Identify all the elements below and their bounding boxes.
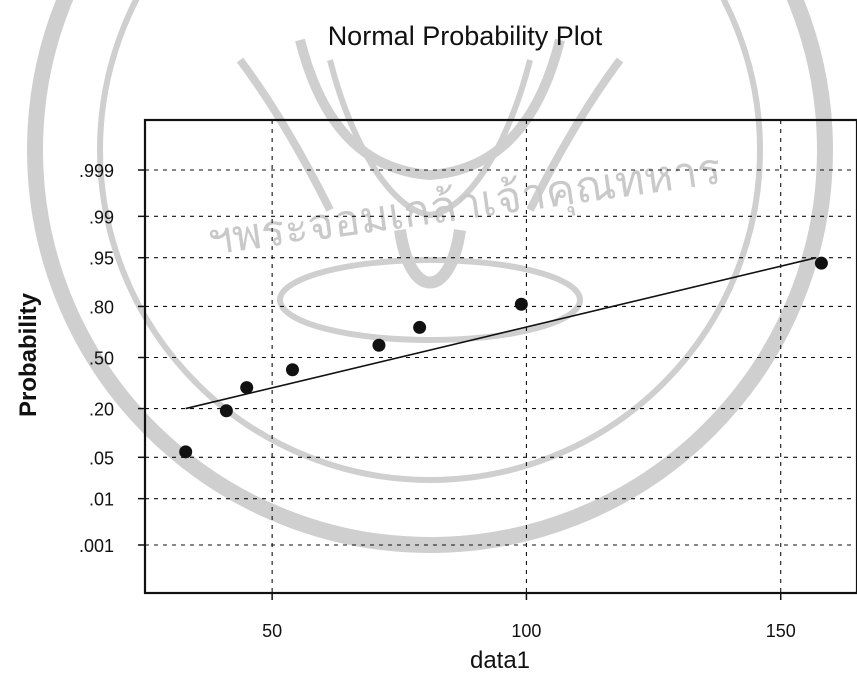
chart-title: Normal Probability Plot: [328, 21, 603, 51]
x-axis-label: data1: [470, 647, 530, 674]
data-point: [413, 320, 427, 334]
y-tick-label: .05: [89, 448, 114, 468]
data-point: [240, 381, 254, 395]
horizontal-gridlines: [138, 169, 857, 546]
data-point: [814, 256, 828, 270]
y-tick-label: .01: [89, 490, 114, 510]
data-point: [219, 404, 233, 418]
y-tick-label: .999: [79, 161, 114, 181]
y-tick-label: .50: [89, 349, 114, 369]
y-tick-label: .99: [89, 207, 114, 227]
data-points-layer: [179, 256, 828, 459]
x-tick-label: 150: [766, 621, 796, 641]
data-point: [285, 363, 299, 377]
x-tick-labels: 50 100 150: [262, 621, 796, 641]
x-tick-label: 50: [262, 621, 282, 641]
data-point: [179, 445, 193, 459]
x-tick-label: 100: [511, 621, 541, 641]
fit-line: [185, 256, 817, 410]
y-axis-label: Probability: [15, 292, 42, 417]
fit-line-layer: [185, 256, 817, 410]
y-tick-label: .20: [89, 400, 114, 420]
y-tick-label: .80: [89, 297, 114, 317]
y-tick-label: .001: [79, 536, 114, 556]
plot-area-frame: [143, 118, 857, 595]
data-point: [372, 338, 386, 352]
y-tick-labels: .001 .01 .05 .20 .50 .80 .95 .99 .999: [79, 161, 114, 556]
data-point: [514, 297, 528, 311]
vertical-gridlines: [271, 120, 782, 600]
y-tick-label: .95: [89, 249, 114, 269]
